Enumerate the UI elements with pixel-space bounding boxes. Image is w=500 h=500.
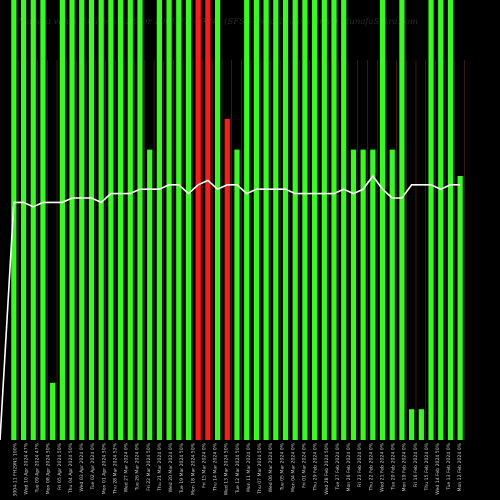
volume-bar bbox=[312, 0, 318, 440]
volume-bar bbox=[127, 0, 133, 440]
volume-bar bbox=[79, 0, 85, 440]
x-tick-label: Thu 22 Feb 2024 0% bbox=[368, 442, 374, 491]
volume-bar bbox=[40, 0, 46, 440]
volume-bar bbox=[302, 0, 308, 440]
x-tick-label: Tue 19 Mar 2024 50% bbox=[179, 442, 185, 494]
x-tick-label: Mon 08 Apr 2024 50% bbox=[46, 442, 52, 494]
x-tick-label: Tue 02 Apr 2024 0% bbox=[90, 442, 96, 490]
volume-bar bbox=[244, 0, 250, 440]
x-tick-label: Tue 20 Feb 2024 0% bbox=[391, 442, 397, 490]
x-tick-label: Wed 03 Apr 2024 0% bbox=[79, 442, 85, 491]
volume-bar bbox=[399, 0, 405, 440]
volume-bar bbox=[273, 0, 279, 440]
price-line bbox=[0, 174, 461, 441]
volume-bar bbox=[147, 149, 153, 440]
x-tick-label: Mon 19 Feb 2024 0% bbox=[402, 442, 408, 491]
volume-bar bbox=[166, 0, 172, 440]
x-tick-label: Wed 28 Feb 2024 50% bbox=[324, 442, 330, 494]
x-tick-label: Wed 10 Apr 2024 47% bbox=[23, 442, 29, 494]
x-tick-label: Thu 28 Mar 2024 52% bbox=[112, 442, 118, 495]
volume-bar bbox=[253, 0, 259, 440]
x-tick-label: Fri 23 Feb 2024 0% bbox=[357, 442, 363, 487]
volume-bar bbox=[263, 0, 269, 440]
volume-bar bbox=[428, 0, 434, 440]
volume-bar bbox=[360, 149, 366, 440]
volume-bar bbox=[370, 149, 376, 440]
x-tick-label: Fri 16 Feb 2024 0% bbox=[413, 442, 419, 487]
x-tick-label: Tue 09 Apr 2024 47% bbox=[35, 442, 41, 493]
volume-bar bbox=[418, 409, 424, 440]
x-tick-label: Tue 12 Mar 2024 50% bbox=[235, 442, 241, 494]
x-tick-label: Mon 01 Apr 2024 50% bbox=[101, 442, 107, 494]
volume-bar bbox=[457, 176, 463, 440]
x-tick-label: Thu 29 Feb 2024 0% bbox=[313, 442, 319, 491]
volume-bar bbox=[195, 0, 201, 440]
volume-bar bbox=[117, 0, 124, 440]
x-tick-label: Mon 12 Feb 2024 0% bbox=[457, 442, 463, 491]
volume-bar bbox=[156, 0, 162, 440]
x-tick-label: Fri 01 Mar 2024 0% bbox=[302, 442, 308, 487]
x-tick-label: Thu 14 Mar 2024 0% bbox=[213, 442, 219, 492]
x-tick-label: Mon 26 Feb 2024 0% bbox=[346, 442, 352, 491]
x-tick-label: Mon 18 Mar 2024 50% bbox=[190, 442, 196, 495]
volume-bar bbox=[30, 0, 36, 440]
x-tick-label: Tue 05 Mar 2024 0% bbox=[279, 442, 285, 491]
volume-bar bbox=[331, 0, 337, 440]
volume-bar bbox=[98, 0, 104, 440]
x-tick-label: Wed 21 Feb 2024 0% bbox=[379, 442, 385, 491]
x-tick-label: Wed 27 Mar 2024 0% bbox=[124, 442, 130, 492]
volume-bar bbox=[447, 0, 454, 440]
volume-bar bbox=[11, 0, 17, 440]
x-tick-label: 3004-11 FH29N1 100% bbox=[12, 442, 18, 496]
x-tick-label: Thu 21 Mar 2024 0% bbox=[157, 442, 163, 492]
volume-bar bbox=[20, 0, 27, 440]
x-tick-label: Fri 22 Mar 2024 50% bbox=[146, 442, 152, 490]
x-tick-label: Wed 06 Mar 2024 0% bbox=[268, 442, 274, 492]
volume-bar bbox=[108, 0, 114, 440]
volume-bar bbox=[350, 149, 357, 440]
volume-bar bbox=[50, 382, 56, 440]
volume-bar bbox=[185, 0, 192, 440]
x-tick-label: Thu 04 Apr 2024 50% bbox=[68, 442, 74, 494]
volume-bar bbox=[88, 0, 95, 440]
volume-bar bbox=[215, 0, 221, 440]
volume-bar bbox=[224, 118, 230, 441]
volume-bar bbox=[341, 0, 347, 440]
x-tick-label: Wed 13 Mar 2024 50% bbox=[224, 442, 230, 495]
x-tick-label: Mon 11 Mar 2024 0% bbox=[246, 442, 252, 492]
x-tick-label: Wed 20 Mar 2024 0% bbox=[168, 442, 174, 492]
x-tick-label: Fri 15 Mar 2024 0% bbox=[201, 442, 207, 487]
volume-bar bbox=[176, 0, 182, 440]
volume-bar bbox=[292, 0, 298, 440]
x-tick-label: Tue 13 Feb 2024 0% bbox=[446, 442, 452, 490]
volume-bar bbox=[137, 0, 143, 440]
x-tick-label: Fri 05 Apr 2024 50% bbox=[57, 442, 63, 490]
volume-bar bbox=[69, 0, 75, 440]
volume-bar bbox=[205, 0, 211, 440]
volume-bar bbox=[282, 0, 289, 440]
volume-bar bbox=[389, 149, 395, 440]
x-tick-label: Wed 14 Feb 2024 50% bbox=[435, 442, 441, 494]
x-tick-label: Thu 07 Mar 2024 50% bbox=[257, 442, 263, 495]
volume-bar bbox=[379, 0, 386, 440]
volume-bar bbox=[438, 0, 444, 440]
volume-bar bbox=[409, 409, 415, 440]
volume-bar bbox=[321, 0, 327, 440]
volume-bar bbox=[59, 0, 65, 440]
x-tick-label: Thu 15 Feb 2024 0% bbox=[424, 442, 430, 491]
x-tick-label: Mon 04 Mar 2024 0% bbox=[290, 442, 296, 492]
volume-bar bbox=[234, 149, 240, 440]
x-tick-label: Tue 27 Feb 2024 0% bbox=[335, 442, 341, 490]
x-tick-label: Tue 26 Mar 2024 0% bbox=[135, 442, 141, 491]
